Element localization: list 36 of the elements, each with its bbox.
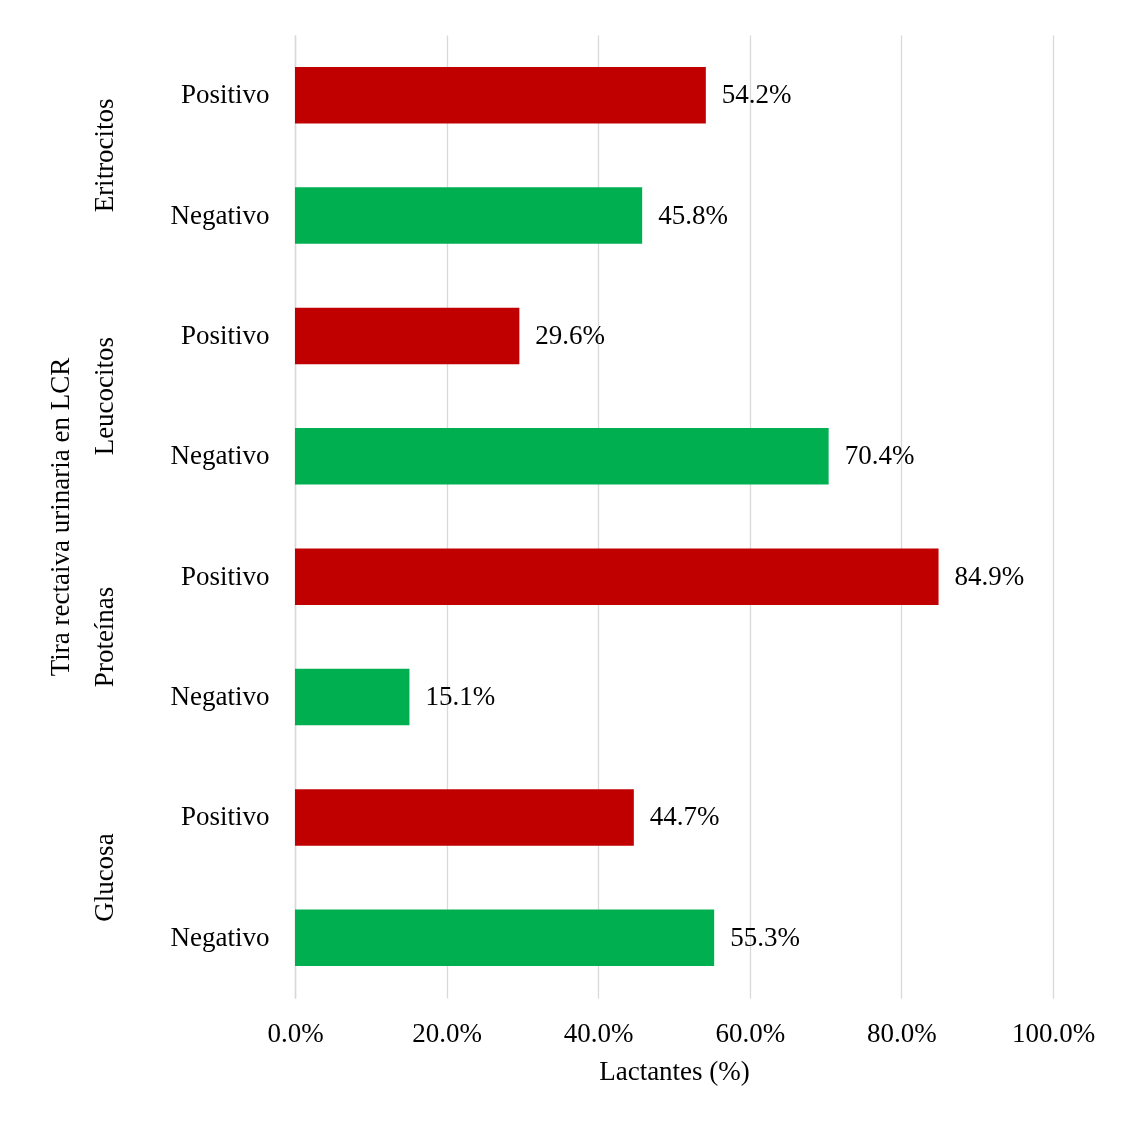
bar [295,668,410,726]
data-label: 70.4% [844,440,915,471]
x-tick-label: 20.0% [412,1017,482,1048]
y-tick-label: Negativo [170,681,270,712]
y-tick-label: Positivo [180,319,270,350]
data-label: 84.9% [954,560,1025,591]
data-label: 44.7% [649,801,720,832]
bar [295,548,939,605]
x-tick-label: 0.0% [267,1017,324,1048]
y-tick-label: Positivo [180,560,270,591]
data-label: 54.2% [721,79,792,110]
data-label: 45.8% [658,199,728,230]
bar [295,428,829,485]
x-axis-title: Lactantes (%) [599,1055,750,1086]
bar [295,66,706,124]
y-tick-label: Negativo [170,199,270,230]
y-tick-label: Positivo [180,801,270,832]
text: Eritrocitos [89,98,119,213]
y-tick-label: Positivo [180,79,270,110]
y-axis-title: Tira rectaiva urinaria en LCR [44,357,75,677]
text: Glucosa [89,833,119,922]
y-tick-label: Negativo [170,921,270,952]
x-tick-label: 100.0% [1011,1017,1096,1048]
text: Leucocitos [89,336,119,456]
y-tick-label: Negativo [170,440,270,471]
bar [295,187,643,244]
x-tick-label: 60.0% [715,1017,786,1048]
bar [295,909,715,967]
data-label: 15.1% [425,681,496,712]
data-label: 29.6% [535,319,606,350]
bar [295,307,520,365]
x-tick-label: 80.0% [867,1017,937,1048]
data-label: 55.3% [730,921,800,952]
bar [295,789,634,846]
text: Proteínas [89,586,119,688]
x-tick-label: 40.0% [563,1017,634,1048]
